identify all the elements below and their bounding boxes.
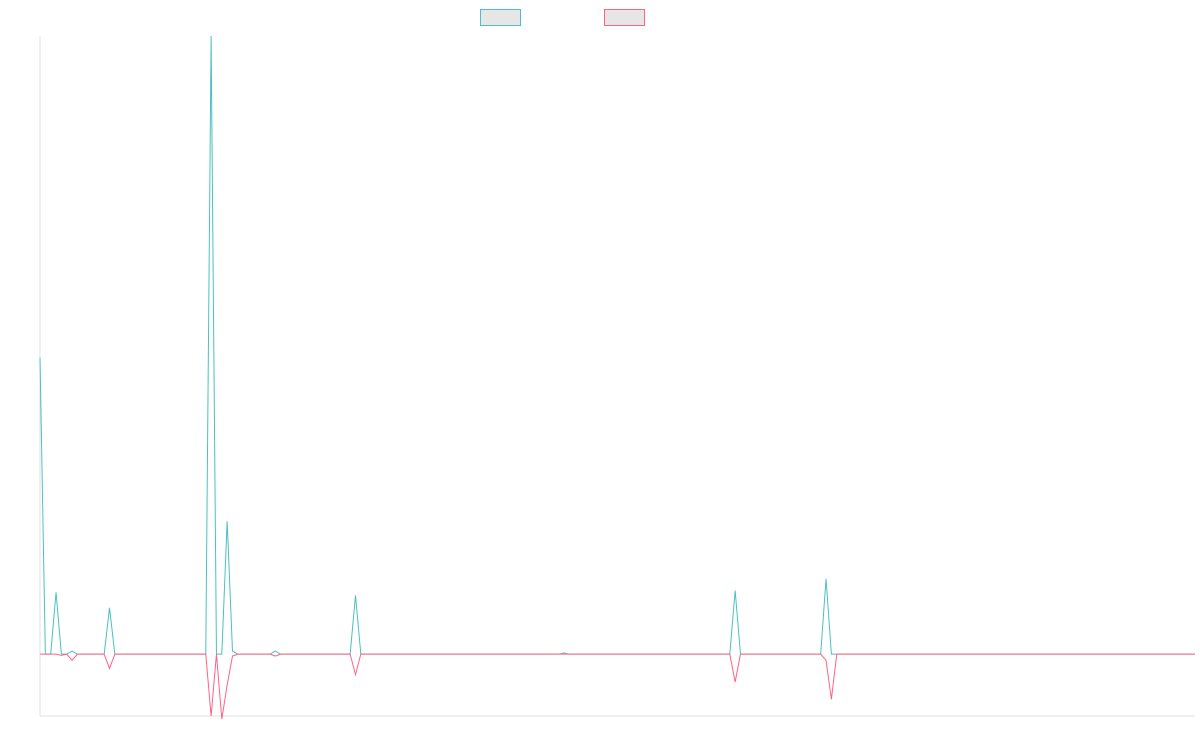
plot-area (39, 35, 1195, 720)
series-line-2 (40, 653, 1195, 720)
series-line-1 (39, 35, 1195, 655)
legend-swatch-1[interactable] (480, 9, 521, 26)
legend-swatch-2[interactable] (604, 9, 645, 26)
legend (480, 9, 645, 26)
